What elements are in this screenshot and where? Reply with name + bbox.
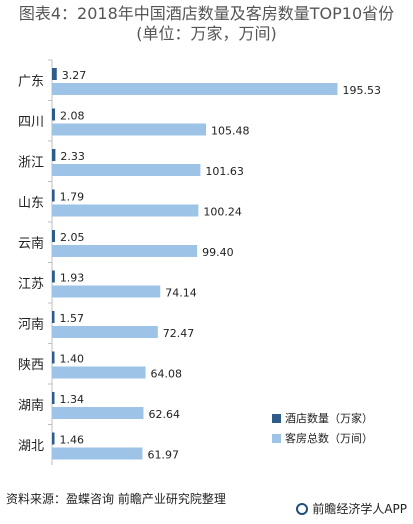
data-label-rooms: 99.40	[202, 246, 234, 259]
legend-swatch-series2	[272, 433, 281, 443]
data-label-hotels: 1.46	[60, 434, 85, 447]
bar-hotels	[52, 311, 55, 323]
source-note: 资料来源：盈蝶咨询 前瞻产业研究院整理	[6, 492, 226, 506]
bar-rooms	[52, 204, 199, 217]
chart-title-line2: (单位：万家，万间)	[136, 24, 277, 43]
bar-rooms	[52, 123, 207, 136]
category-label: 湖南	[18, 397, 44, 413]
category-label: 湖北	[18, 439, 44, 454]
category-label: 山东	[18, 196, 44, 211]
category-label: 江苏	[18, 276, 44, 292]
data-label-rooms: 74.14	[165, 287, 197, 300]
bar-rooms	[52, 407, 144, 419]
bar-hotels	[52, 392, 55, 404]
bar-rooms	[52, 447, 143, 460]
brand-logo-icon	[296, 502, 309, 515]
bar-hotels	[52, 189, 55, 202]
data-label-hotels: 3.27	[62, 69, 87, 82]
data-label-rooms: 64.08	[151, 368, 183, 381]
bar-hotels	[52, 68, 57, 80]
bar-hotels	[52, 351, 55, 364]
chart-legend: 酒店数量（万家） 客房总数（万间）	[272, 408, 373, 448]
data-label-hotels: 1.57	[60, 312, 85, 325]
bar-rooms	[52, 285, 161, 298]
data-label-hotels: 2.08	[60, 110, 85, 123]
data-label-hotels: 1.79	[60, 191, 85, 204]
bar-hotels	[52, 149, 56, 161]
category-label: 浙江	[18, 155, 44, 170]
chart-title-line1: 图表4：2018年中国酒店数量及客房数量TOP10省份	[18, 4, 395, 23]
chart-title: 图表4：2018年中国酒店数量及客房数量TOP10省份 (单位：万家，万间)	[0, 4, 413, 44]
category-label: 云南	[18, 235, 44, 251]
data-label-rooms: 72.47	[163, 327, 195, 340]
legend-item-series1: 酒店数量（万家）	[272, 408, 373, 428]
bar-hotels	[52, 270, 55, 283]
data-label-rooms: 61.97	[147, 449, 179, 462]
data-label-rooms: 195.53	[342, 84, 381, 97]
legend-swatch-series1	[272, 413, 281, 423]
legend-label-series2: 客房总数（万间）	[285, 432, 373, 445]
bar-rooms	[52, 83, 338, 95]
bar-rooms	[52, 164, 201, 176]
brand-footer: 前瞻经济学人APP	[296, 500, 407, 517]
data-label-rooms: 100.24	[203, 206, 242, 219]
data-label-hotels: 1.93	[60, 272, 84, 285]
category-label: 河南	[18, 316, 44, 332]
data-label-rooms: 62.64	[148, 408, 180, 421]
data-label-rooms: 105.48	[211, 125, 250, 138]
brand-label: 前瞻经济学人APP	[312, 502, 407, 516]
category-label: 四川	[18, 115, 44, 130]
bar-rooms	[52, 366, 146, 379]
legend-item-series2: 客房总数（万间）	[272, 428, 373, 448]
data-label-hotels: 2.33	[60, 150, 84, 163]
data-label-rooms: 101.63	[205, 165, 244, 178]
legend-label-series1: 酒店数量（万家）	[285, 412, 373, 425]
bar-rooms	[52, 326, 158, 338]
bar-rooms	[52, 245, 198, 257]
category-label: 广东	[18, 74, 44, 89]
data-label-hotels: 2.05	[60, 231, 84, 244]
bar-hotels	[52, 432, 55, 445]
category-label: 陕西	[18, 358, 44, 373]
data-label-hotels: 1.34	[60, 393, 85, 406]
data-label-hotels: 1.40	[60, 353, 85, 366]
bar-hotels	[52, 230, 55, 242]
bar-hotels	[52, 108, 56, 121]
